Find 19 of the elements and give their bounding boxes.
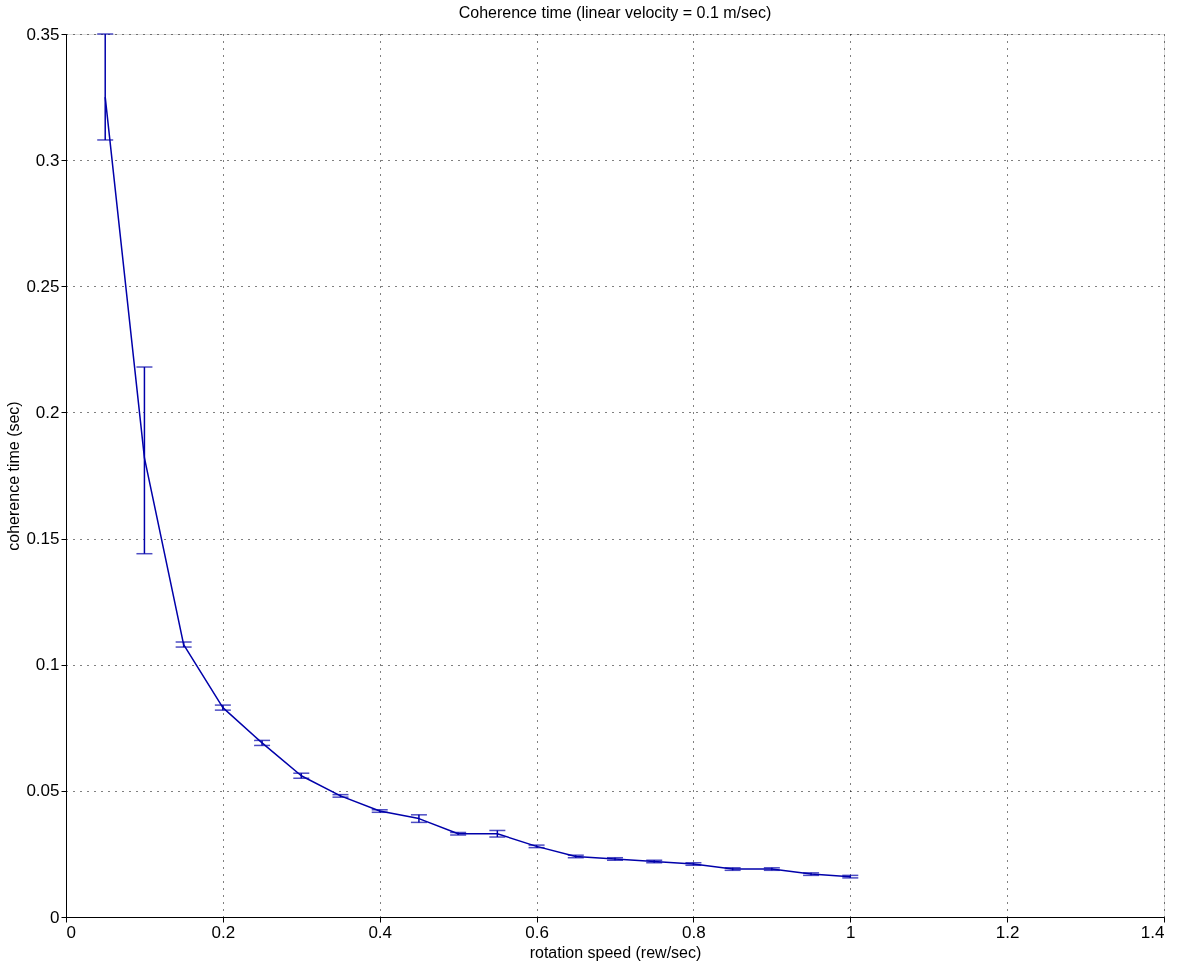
x-tick-label: 0.2 [211,922,236,942]
x-tick-label: 0.8 [682,922,706,942]
y-axis-title: coherence time (sec) [5,401,23,551]
x-axis-title: rotation speed (rew/sec) [529,943,702,961]
x-tick-label: 0.6 [525,922,549,942]
y-tick-label: 0.05 [26,781,60,801]
chart-title: Coherence time (linear velocity = 0.1 m/sec) [458,4,772,21]
x-tick-label: 1.4 [1140,922,1165,942]
y-tick-label: 0.3 [35,150,60,170]
x-tick-label: 0 [66,922,76,942]
x-tick-label: 1 [846,922,856,942]
y-tick-label: 0.35 [26,24,60,44]
y-tick-label: 0.1 [35,655,60,675]
y-tick-label: 0.15 [26,529,60,549]
x-tick-label: 1.2 [995,922,1020,942]
y-tick-label: 0.25 [26,276,60,296]
y-tick-label: 0.2 [35,402,60,422]
y-tick-label: 0 [50,907,60,927]
x-tick-label: 0.4 [368,922,393,942]
